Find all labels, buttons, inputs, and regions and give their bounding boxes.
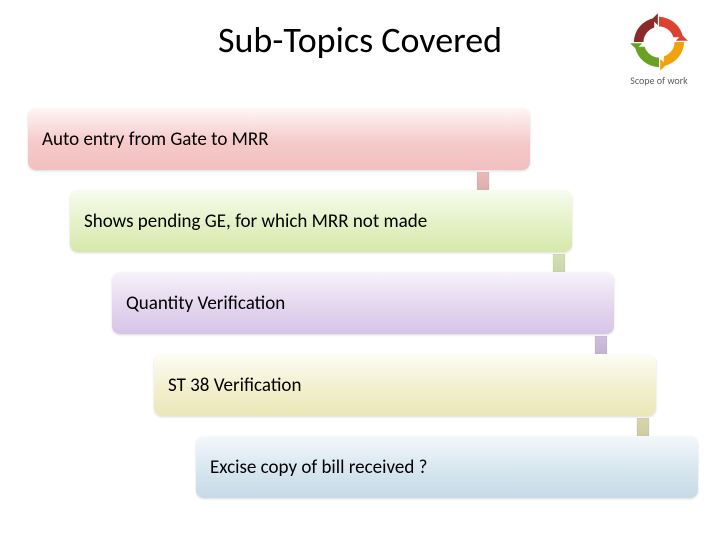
step-label: ST 38 Verification (168, 374, 301, 397)
step-label: Auto entry from Gate to MRR (42, 128, 269, 151)
page-title: Sub-Topics Covered (0, 18, 720, 62)
step-label: Quantity Verification (126, 292, 285, 315)
process-step-4: ST 38 Verification (154, 354, 656, 416)
process-step-3: Quantity Verification (112, 272, 614, 334)
process-step-2: Shows pending GE, for which MRR not made (70, 190, 572, 252)
step-label: Shows pending GE, for which MRR not made (84, 210, 427, 233)
logo-caption: Scope of work (620, 74, 698, 87)
process-step-1: Auto entry from Gate to MRR (28, 108, 530, 170)
cycle-arrows-icon (629, 12, 689, 72)
scope-of-work-logo: Scope of work (620, 12, 698, 87)
step-label: Excise copy of bill received ? (210, 456, 427, 479)
process-step-5: Excise copy of bill received ? (196, 436, 698, 498)
